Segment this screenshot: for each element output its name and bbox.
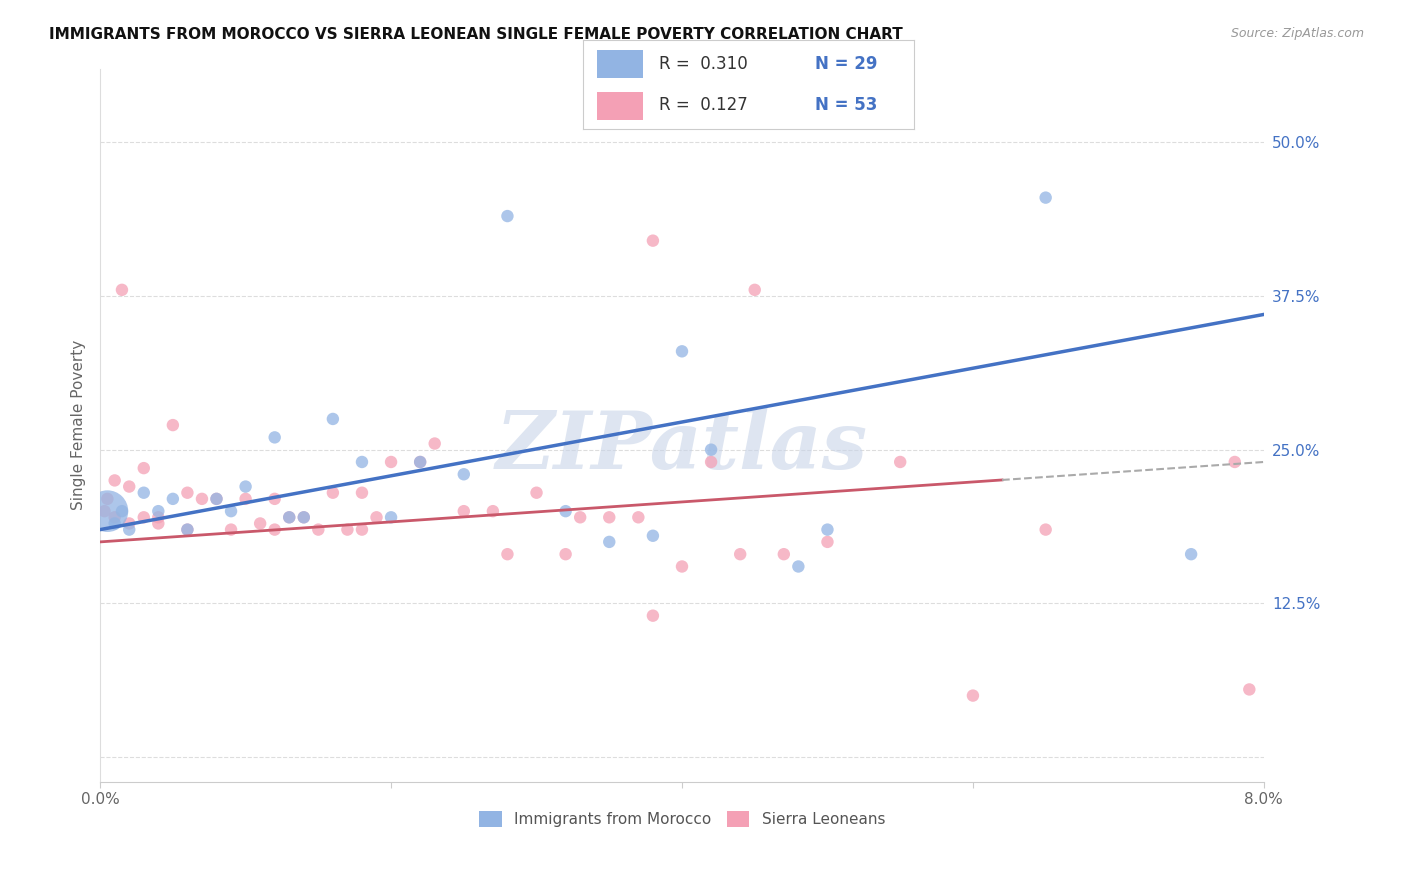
Point: [409, 455, 432, 469]
Point: [671, 559, 693, 574]
Point: [219, 523, 242, 537]
Point: [496, 547, 519, 561]
Point: [111, 283, 134, 297]
Point: [176, 485, 198, 500]
Point: [322, 485, 344, 500]
Text: R =  0.310: R = 0.310: [659, 55, 748, 73]
Point: [409, 455, 432, 469]
Point: [96, 504, 118, 518]
Point: [787, 559, 810, 574]
Point: [148, 516, 170, 531]
Point: [96, 491, 118, 506]
Point: [641, 529, 664, 543]
Point: [162, 418, 184, 433]
Point: [148, 510, 170, 524]
Point: [104, 516, 127, 531]
Point: [118, 523, 141, 537]
Point: [176, 523, 198, 537]
Text: N = 29: N = 29: [815, 55, 877, 73]
Point: [554, 547, 576, 561]
Point: [700, 442, 723, 457]
Point: [278, 510, 301, 524]
Point: [191, 491, 214, 506]
Text: Source: ZipAtlas.com: Source: ZipAtlas.com: [1230, 27, 1364, 40]
Point: [292, 510, 315, 524]
Point: [118, 516, 141, 531]
Point: [641, 234, 664, 248]
Point: [380, 510, 402, 524]
Point: [453, 504, 475, 518]
Point: [1035, 523, 1057, 537]
Point: [1035, 191, 1057, 205]
Point: [176, 523, 198, 537]
Text: N = 53: N = 53: [815, 96, 877, 114]
Legend: Immigrants from Morocco, Sierra Leoneans: Immigrants from Morocco, Sierra Leoneans: [471, 804, 893, 835]
Point: [772, 547, 794, 561]
Text: IMMIGRANTS FROM MOROCCO VS SIERRA LEONEAN SINGLE FEMALE POVERTY CORRELATION CHAR: IMMIGRANTS FROM MOROCCO VS SIERRA LEONEA…: [49, 27, 903, 42]
Point: [235, 491, 257, 506]
Point: [263, 523, 285, 537]
Point: [453, 467, 475, 482]
Point: [526, 485, 548, 500]
Point: [104, 510, 127, 524]
Point: [554, 504, 576, 518]
Point: [205, 491, 228, 506]
Text: R =  0.127: R = 0.127: [659, 96, 748, 114]
FancyBboxPatch shape: [596, 92, 643, 120]
Point: [744, 283, 766, 297]
Point: [817, 523, 839, 537]
Point: [350, 523, 373, 537]
Point: [118, 479, 141, 493]
Point: [263, 430, 285, 444]
Point: [307, 523, 329, 537]
Point: [598, 535, 620, 549]
Point: [148, 504, 170, 518]
FancyBboxPatch shape: [596, 50, 643, 78]
Point: [111, 504, 134, 518]
Y-axis label: Single Female Poverty: Single Female Poverty: [72, 340, 86, 510]
Point: [1223, 455, 1246, 469]
Point: [671, 344, 693, 359]
Point: [598, 510, 620, 524]
Point: [641, 608, 664, 623]
Point: [889, 455, 911, 469]
Point: [263, 491, 285, 506]
Point: [962, 689, 984, 703]
Point: [700, 455, 723, 469]
Point: [366, 510, 388, 524]
Point: [104, 474, 127, 488]
Point: [93, 504, 115, 518]
Point: [423, 436, 446, 450]
Point: [569, 510, 592, 524]
Point: [132, 510, 155, 524]
Point: [235, 479, 257, 493]
Point: [1239, 682, 1261, 697]
Point: [350, 455, 373, 469]
Point: [728, 547, 751, 561]
Point: [132, 485, 155, 500]
Point: [482, 504, 505, 518]
Point: [817, 535, 839, 549]
Point: [496, 209, 519, 223]
Point: [627, 510, 650, 524]
Point: [162, 491, 184, 506]
Point: [132, 461, 155, 475]
Point: [380, 455, 402, 469]
Point: [205, 491, 228, 506]
Point: [1180, 547, 1202, 561]
Point: [322, 412, 344, 426]
Point: [219, 504, 242, 518]
Point: [249, 516, 271, 531]
Point: [292, 510, 315, 524]
Text: ZIPatlas: ZIPatlas: [496, 408, 868, 485]
Point: [278, 510, 301, 524]
Point: [350, 485, 373, 500]
Point: [336, 523, 359, 537]
